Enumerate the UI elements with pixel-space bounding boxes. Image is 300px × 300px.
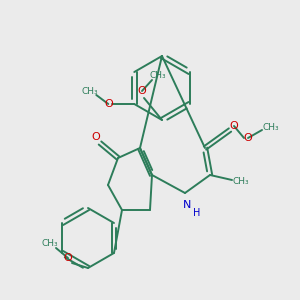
Text: CH₃: CH₃ xyxy=(233,178,249,187)
Text: O: O xyxy=(230,121,238,131)
Text: CH₃: CH₃ xyxy=(263,124,279,133)
Text: O: O xyxy=(104,99,113,109)
Text: O: O xyxy=(92,132,100,142)
Text: CH₃: CH₃ xyxy=(42,239,58,248)
Text: O: O xyxy=(138,86,146,96)
Text: O: O xyxy=(244,133,252,143)
Text: N: N xyxy=(183,200,191,210)
Text: CH₃: CH₃ xyxy=(82,86,99,95)
Text: H: H xyxy=(193,208,201,218)
Text: O: O xyxy=(64,253,72,263)
Text: CH₃: CH₃ xyxy=(150,71,166,80)
